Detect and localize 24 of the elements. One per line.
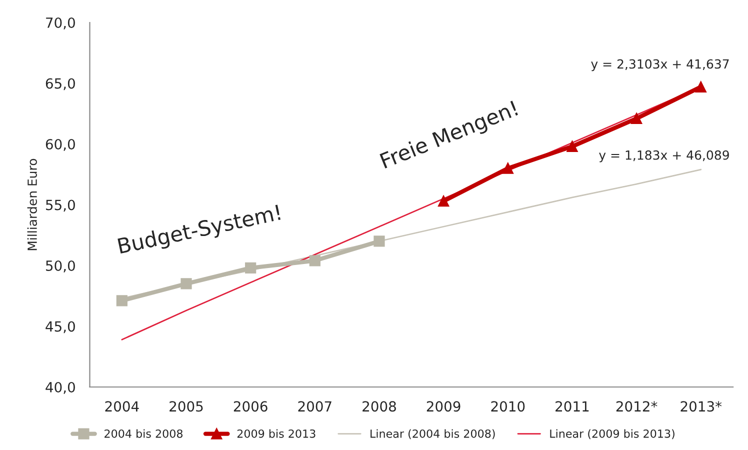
y-tick-label: 60,0 — [46, 138, 75, 151]
x-tick-label: 2010 — [491, 401, 525, 412]
annotation: y = 2,3103x + 41,637 — [591, 59, 729, 72]
legend-label: Linear (2004 bis 2008) — [370, 429, 495, 440]
x-tick-label: 2011 — [556, 401, 589, 412]
y-axis-title: Milliarden Euro — [27, 158, 37, 250]
y-tick-label: 45,0 — [46, 321, 75, 334]
legend-label: 2009 bis 2013 — [237, 429, 316, 438]
x-tick-label: 2006 — [234, 401, 268, 412]
y-tick-label: 40,0 — [46, 382, 75, 394]
x-tick-label: 2009 — [426, 401, 460, 412]
y-tick-label: 50,0 — [46, 260, 75, 272]
x-tick-label: 2008 — [362, 401, 396, 412]
legend-label: 2004 bis 2008 — [104, 429, 183, 438]
x-tick-label: 2007 — [298, 401, 332, 412]
y-tick-label: 65,0 — [46, 78, 75, 90]
x-tick-label: 2004 — [105, 401, 139, 412]
x-tick-label: 2012* — [616, 401, 658, 412]
y-tick-label: 70,0 — [46, 17, 75, 30]
annotation: y = 1,183x + 46,089 — [599, 150, 729, 162]
y-tick-label: 55,0 — [46, 200, 75, 212]
legend-label: Linear (2009 bis 2013) — [550, 429, 674, 440]
x-tick-label: 2013* — [680, 401, 722, 412]
x-tick-label: 2005 — [170, 401, 203, 412]
